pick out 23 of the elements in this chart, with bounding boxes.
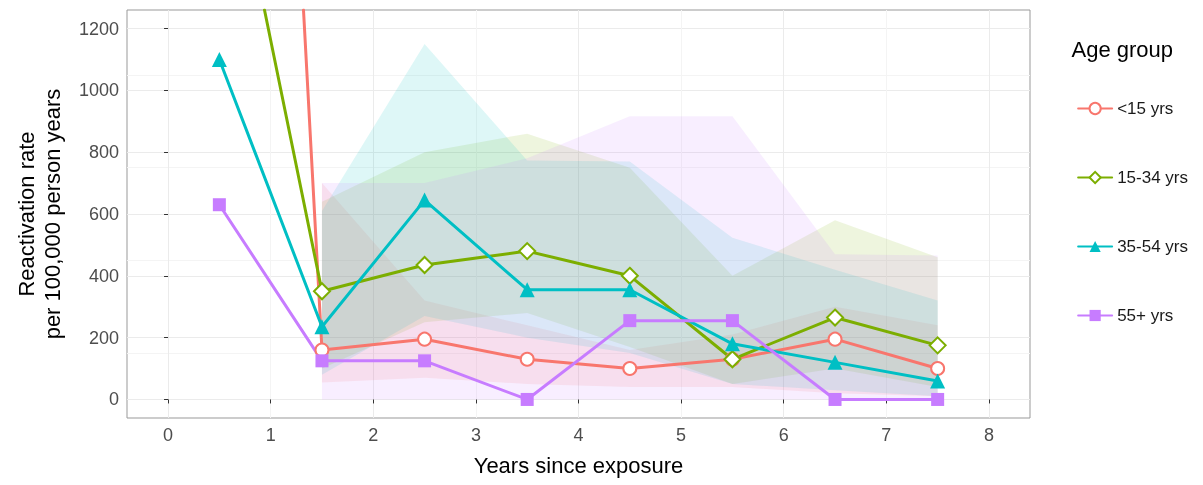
x-tick-label: 0 [163,425,174,445]
x-tick-label: 8 [983,425,994,445]
x-tick-label: 1 [265,425,276,445]
legend-label: <15 yrs [1117,99,1174,118]
legend-label: 35-54 yrs [1117,237,1189,256]
y-tick-label: 800 [88,142,119,163]
y-axis-title: Reactivation rate per 100,000 person years [13,88,65,340]
x-tick-label: 7 [881,425,892,445]
x-tick-label: 2 [368,425,379,445]
y-tick-label: 200 [88,327,119,348]
legend-title: Age group [1071,36,1174,62]
legend-label: 15-34 yrs [1117,168,1189,187]
x-tick-label: 6 [778,425,789,445]
y-tick-label: 1200 [78,18,119,39]
y-tick-label: 600 [88,204,119,224]
x-axis-title: Years since exposure [473,452,684,478]
x-tick-label: 5 [676,425,687,445]
x-tick-label: 3 [470,425,481,445]
y-tick-label: 1000 [78,80,119,101]
x-tick-label: 4 [573,425,584,445]
y-tick-label: 0 [108,389,119,410]
legend-label: 55+ yrs [1117,306,1174,325]
y-tick-label: 400 [88,265,119,286]
